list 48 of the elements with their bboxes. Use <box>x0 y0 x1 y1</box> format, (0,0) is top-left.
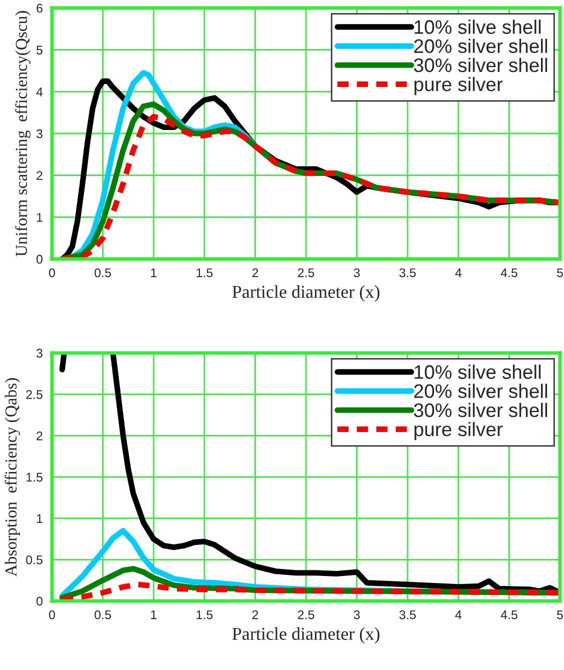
legend-label: 10% silve shell <box>414 20 541 34</box>
x-tick-label: 4.5 <box>500 268 518 278</box>
x-tick-label: 2 <box>252 268 258 278</box>
legend-label: 30% silver shell <box>414 402 548 418</box>
y-tick-label: 0.5 <box>26 555 42 564</box>
y-tick-label: 2 <box>36 171 42 180</box>
y-tick-label: 0 <box>36 254 42 264</box>
x-tick-label: 1.5 <box>196 268 213 278</box>
y-tick-label: 1 <box>36 213 42 222</box>
y-tick-label: 3 <box>36 129 42 138</box>
x-tick-label: 5 <box>557 268 563 278</box>
x-axis-title: Particle diameter (x) <box>232 285 380 302</box>
y-tick-label: 0 <box>36 596 42 606</box>
x-tick-label: 3.5 <box>399 610 416 620</box>
x-tick-label: 3 <box>354 268 360 278</box>
y-axis-title: Uniform scattering efficiency(Qscu) <box>15 11 30 256</box>
x-tick-label: 0.5 <box>94 268 111 278</box>
legend-label: 30% silver shell <box>414 58 548 72</box>
x-tick-label: 0 <box>49 610 55 620</box>
y-tick-label: 2 <box>36 431 42 440</box>
x-tick-label: 0 <box>49 268 55 278</box>
x-tick-label: 2.5 <box>298 268 314 278</box>
x-tick-label: 3.5 <box>399 268 416 278</box>
x-tick-label: 3 <box>354 610 360 620</box>
legend-label: 20% silver shell <box>414 38 548 54</box>
x-tick-label: 5 <box>557 610 563 620</box>
x-tick-label: 1.5 <box>196 610 213 620</box>
y-tick-label: 1.5 <box>26 472 42 482</box>
legend-label: pure silver <box>414 422 503 440</box>
x-tick-label: 0.5 <box>94 610 111 620</box>
legend-label: 10% silve shell <box>414 364 541 379</box>
legend-label: 20% silver shell <box>414 384 548 398</box>
x-tick-label: 4.5 <box>500 610 518 620</box>
y-tick-label: 1 <box>36 514 42 523</box>
x-tick-label: 2 <box>252 610 258 620</box>
legend-label: pure silver <box>414 76 503 96</box>
x-axis-title: Particle diameter (x) <box>232 627 380 644</box>
x-tick-label: 4 <box>455 268 462 278</box>
y-tick-label: 4 <box>36 88 43 96</box>
y-tick-label: 5 <box>36 46 42 54</box>
y-axis-title: Absorption efficiency (Qabs) <box>4 378 20 576</box>
y-tick-label: 3 <box>36 348 42 358</box>
x-tick-label: 1 <box>151 610 156 620</box>
x-tick-label: 2.5 <box>298 610 314 620</box>
x-tick-label: 1 <box>151 268 156 278</box>
x-tick-label: 4 <box>455 610 462 620</box>
y-tick-label: 6 <box>36 4 42 13</box>
y-tick-label: 2.5 <box>26 390 42 399</box>
